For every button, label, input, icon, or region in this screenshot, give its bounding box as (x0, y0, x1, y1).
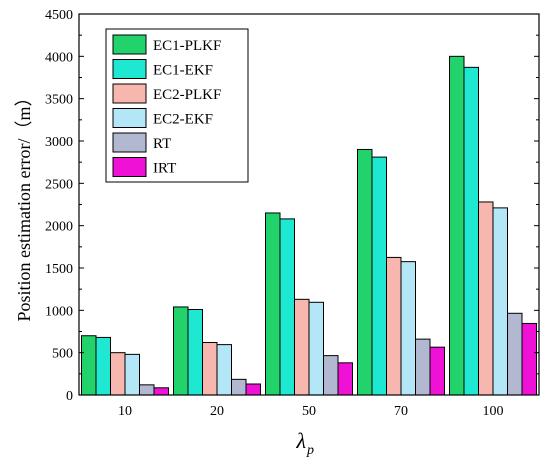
bar-rt-10 (139, 384, 155, 396)
legend-label: RT (153, 136, 171, 152)
bar-ec2-ekf-50 (308, 301, 324, 396)
bar-ec1-ekf-70 (371, 156, 387, 396)
x-axis: 10 20 50 70 100 (118, 390, 504, 419)
bar-ec1-ekf-50 (279, 218, 295, 396)
legend-swatch (112, 132, 147, 153)
y-tick-label: 1500 (45, 262, 73, 277)
bar-ec2-plkf-50 (294, 298, 310, 396)
y-tick-label: 3500 (45, 93, 73, 108)
x-axis-label-subscript: p (306, 443, 314, 458)
legend-swatch (112, 83, 147, 104)
x-tick-label: 20 (210, 404, 224, 419)
bars-layer (81, 55, 537, 396)
bar-ec2-plkf-70 (386, 256, 402, 396)
bar-ec1-plkf-50 (265, 212, 281, 396)
x-tick-label: 100 (483, 404, 504, 419)
bar-irt-70 (429, 346, 445, 396)
y-tick-label: 4500 (45, 8, 73, 23)
bar-ec2-ekf-70 (400, 261, 416, 396)
bar-ec2-plkf-100 (478, 201, 494, 396)
bar-irt-100 (521, 322, 537, 396)
legend-label: EC1-EKF (153, 63, 213, 79)
legend-label: EC2-EKF (153, 112, 213, 128)
bar-ec1-plkf-20 (173, 306, 189, 396)
y-tick-label: 3000 (45, 135, 73, 150)
legend-label: EC1-PLKF (153, 38, 221, 54)
legend: EC1-PLKF EC1-EKF EC2-PLKF EC2-EKF RT IRT (105, 28, 249, 183)
bar-ec2-ekf-20 (216, 344, 232, 396)
bar-ec1-plkf-100 (449, 55, 465, 396)
y-tick-label: 2500 (45, 177, 73, 192)
x-tick-label: 70 (394, 404, 408, 419)
bar-ec1-plkf-70 (357, 148, 373, 396)
legend-swatch (112, 108, 147, 128)
bar-rt-50 (323, 355, 339, 396)
x-axis-label-main: λ (295, 428, 306, 453)
y-axis-label: Position estimation error/（m） (14, 89, 34, 322)
legend-label: EC2-PLKF (153, 87, 221, 103)
legend-label: IRT (153, 161, 176, 177)
legend-swatch (112, 59, 147, 79)
bar-rt-20 (231, 378, 247, 396)
y-tick-label: 500 (52, 347, 73, 362)
y-tick-label: 1000 (45, 304, 73, 319)
bar-irt-10 (153, 387, 169, 396)
bar-rt-100 (507, 312, 523, 396)
x-tick-label: 10 (118, 404, 132, 419)
y-axis: 0 500 1000 1500 2000 2500 3000 3500 4000 4500 (45, 8, 539, 404)
y-tick-label: 4000 (45, 50, 73, 65)
bar-ec2-plkf-10 (110, 352, 126, 396)
bar-ec2-ekf-10 (124, 353, 140, 396)
bar-irt-20 (245, 383, 261, 396)
bar-ec1-ekf-10 (95, 336, 111, 396)
bar-ec2-plkf-20 (202, 342, 218, 396)
y-tick-label: 0 (66, 389, 73, 404)
bar-irt-50 (337, 362, 353, 396)
bar-ec2-ekf-100 (492, 207, 508, 396)
legend-swatch (112, 34, 147, 55)
bar-rt-70 (415, 338, 431, 396)
bar-ec1-plkf-10 (81, 335, 97, 396)
x-axis-label: λ p (295, 428, 314, 458)
legend-swatch (112, 157, 147, 177)
x-tick-label: 50 (302, 404, 316, 419)
y-tick-label: 2000 (45, 220, 73, 235)
bar-ec1-ekf-20 (187, 308, 203, 396)
bar-ec1-ekf-100 (463, 66, 479, 396)
